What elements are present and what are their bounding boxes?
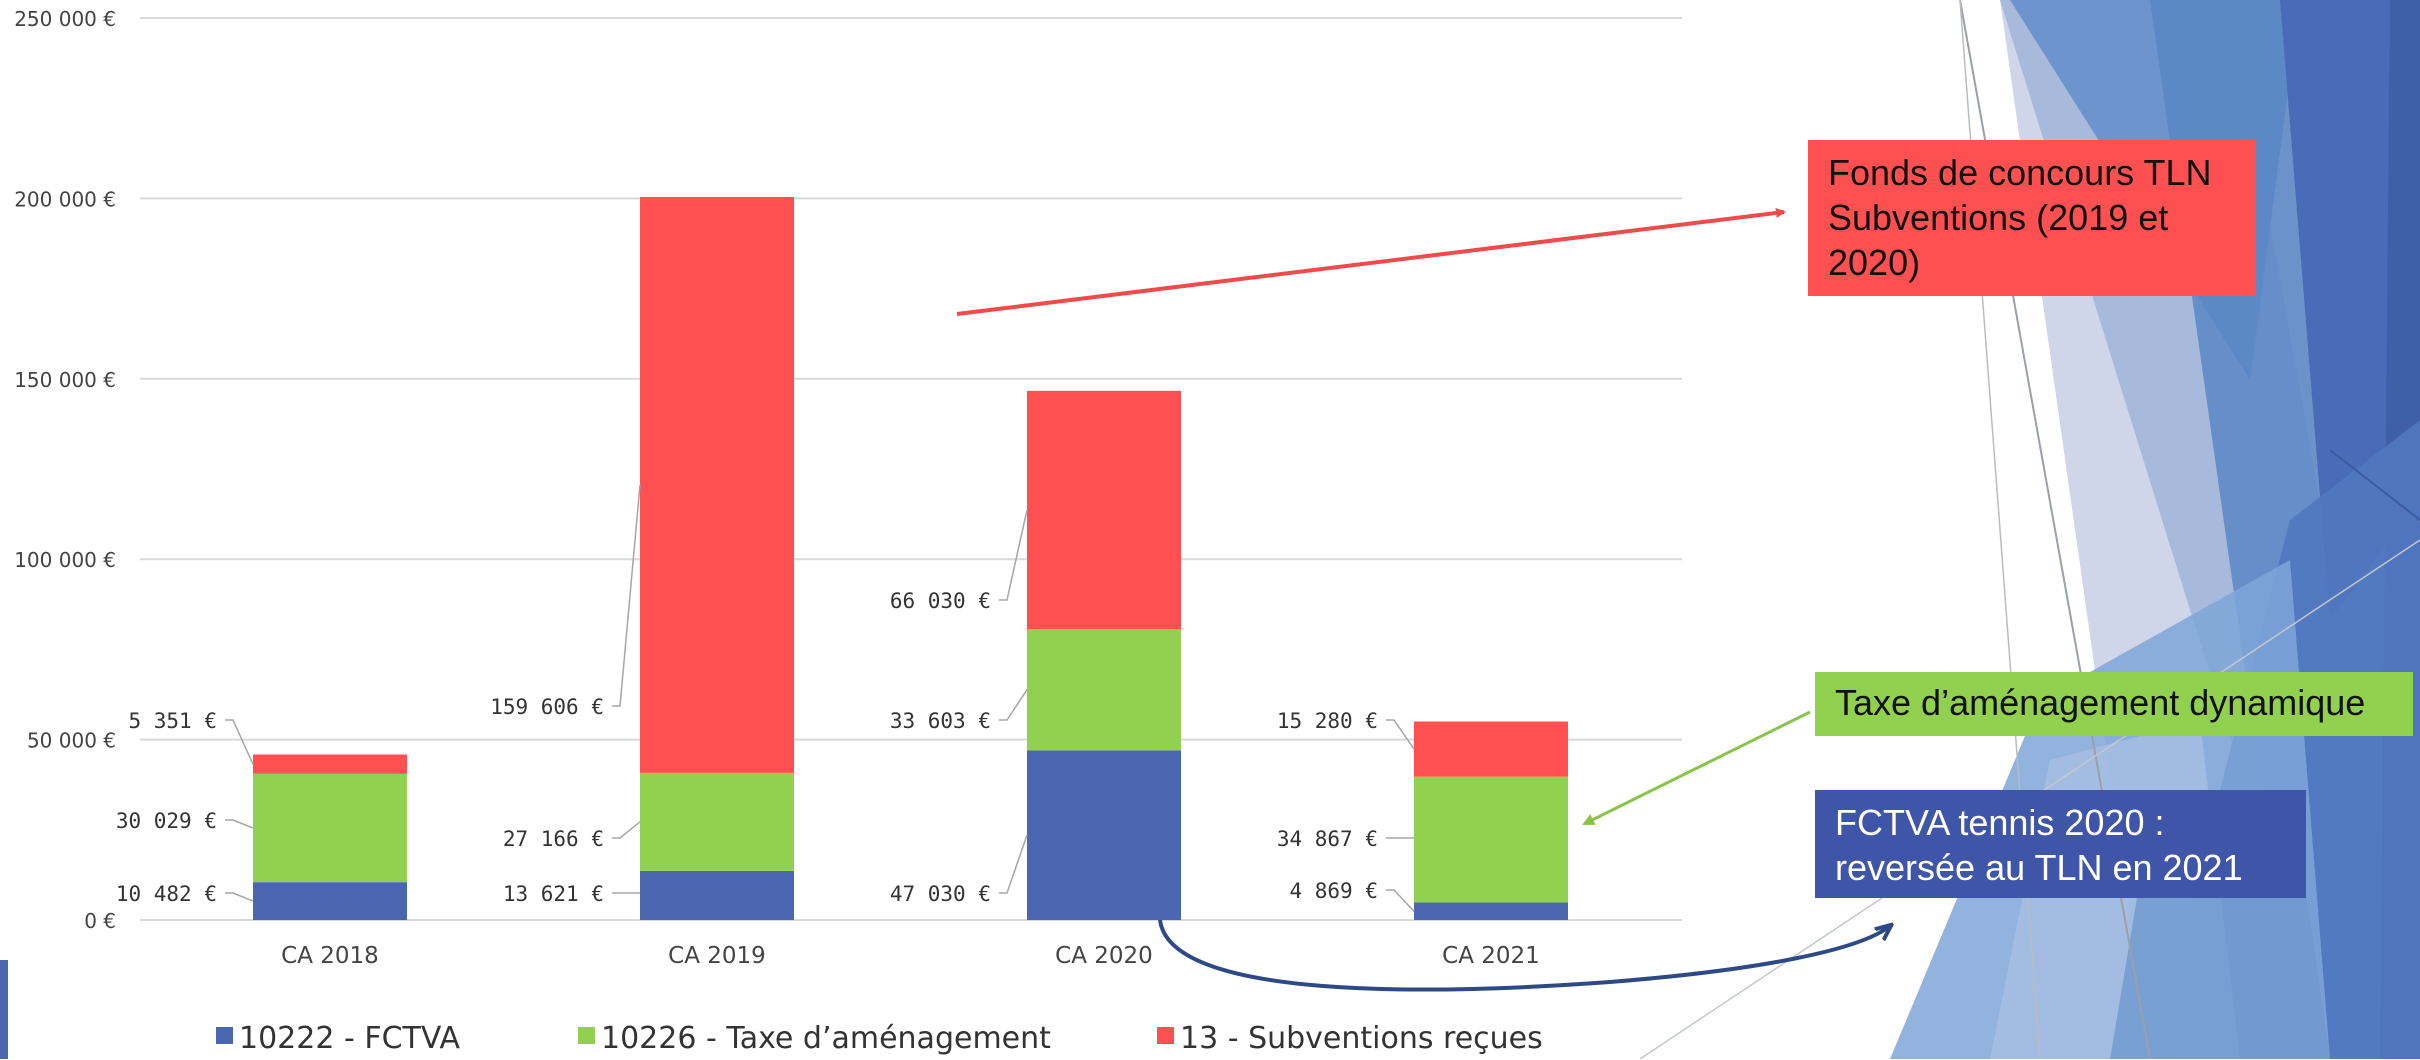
bar-segment-subventions-ca-2018 xyxy=(253,754,407,774)
data-label-fctva-ca-2021: 4 869 € xyxy=(1289,879,1378,903)
data-label-taxe-ca-2020: 33 603 € xyxy=(890,709,991,733)
bar-segment-fctva-ca-2019 xyxy=(640,870,794,920)
x-tick-label-ca-2021: CA 2021 xyxy=(1442,943,1540,969)
bar-segment-subventions-ca-2019 xyxy=(640,196,794,773)
subventions-callout-line-3: 2020) xyxy=(1828,242,1921,283)
data-label-subventions-ca-2019: 159 606 € xyxy=(490,695,604,719)
legend-swatch-subventions xyxy=(1157,1027,1174,1044)
fctva-callout: FCTVA tennis 2020 : reversée au TLN en 2… xyxy=(1815,790,2306,898)
legend-label-taxe: 10226 - Taxe d’aménagement xyxy=(601,1021,1051,1056)
leader-line-subventions-ca-2018 xyxy=(225,719,254,765)
data-label-subventions-ca-2021: 15 280 € xyxy=(1277,709,1378,733)
bar-segment-subventions-ca-2021 xyxy=(1414,721,1568,777)
taxe-arrow xyxy=(1582,710,1811,826)
leader-line-taxe-ca-2019 xyxy=(612,821,641,839)
bars xyxy=(253,196,1568,920)
y-tick-label: 200 000 € xyxy=(14,187,116,211)
stacked-bar-chart: 0 € 50 000 € 100 000 € 150 000 € 200 000 € 25… xyxy=(14,7,1682,969)
leader-line-fctva-ca-2021 xyxy=(1386,889,1415,912)
data-label-taxe-ca-2021: 34 867 € xyxy=(1277,827,1378,851)
y-tick-label: 50 000 € xyxy=(27,729,116,753)
y-axis-tick-labels: 0 € 50 000 € 100 000 € 150 000 € 200 000 € 25… xyxy=(14,7,116,933)
data-label-subventions-ca-2018: 5 351 € xyxy=(128,709,217,733)
leader-line-taxe-ca-2020 xyxy=(999,689,1028,721)
y-tick-label: 250 000 € xyxy=(14,7,116,31)
x-axis-tick-labels: CA 2018 CA 2019 CA 2020 CA 2021 xyxy=(281,943,1540,969)
fctva-callout-line-2: reversée au TLN en 2021 xyxy=(1835,847,2243,888)
bar-segment-subventions-ca-2020 xyxy=(1027,390,1181,630)
data-label-leader-lines xyxy=(225,484,1415,912)
legend-swatch-fctva xyxy=(216,1027,233,1044)
bar-segment-taxe-ca-2021 xyxy=(1414,776,1568,903)
taxe-callout-text: Taxe d’aménagement dynamique xyxy=(1835,682,2366,723)
legend-label-subventions: 13 - Subventions reçues xyxy=(1180,1021,1543,1056)
bar-segment-fctva-ca-2018 xyxy=(253,882,407,920)
fctva-transfer-arrow xyxy=(1158,919,1890,992)
data-label-taxe-ca-2019: 27 166 € xyxy=(503,827,604,851)
data-labels: 10 482 € 30 029 € 5 351 € 13 621 € 27 166 € 1… xyxy=(116,589,1378,906)
subventions-callout-line-2: Subventions (2019 et xyxy=(1828,197,2169,238)
legend-item-taxe: 10226 - Taxe d’aménagement xyxy=(578,1020,1051,1060)
subventions-callout: Fonds de concours TLN Subventions (2019 … xyxy=(1808,140,2256,296)
legend-label-fctva: 10222 - FCTVA xyxy=(239,1021,460,1056)
legend-item-subventions: 13 - Subventions reçues xyxy=(1157,1020,1543,1060)
bar-segment-fctva-ca-2020 xyxy=(1027,750,1181,920)
bar-segment-fctva-ca-2021 xyxy=(1414,902,1568,920)
leader-line-subventions-ca-2019 xyxy=(612,484,641,707)
leader-line-taxe-ca-2018 xyxy=(225,819,254,829)
leader-line-subventions-ca-2020 xyxy=(999,509,1028,601)
bar-segment-taxe-ca-2019 xyxy=(640,772,794,871)
data-label-subventions-ca-2020: 66 030 € xyxy=(890,589,991,613)
leader-line-fctva-ca-2020 xyxy=(999,834,1028,894)
data-label-fctva-ca-2020: 47 030 € xyxy=(890,882,991,906)
y-tick-label: 100 000 € xyxy=(14,548,116,572)
data-label-fctva-ca-2018: 10 482 € xyxy=(116,882,217,906)
data-label-taxe-ca-2018: 30 029 € xyxy=(116,809,217,833)
bar-segment-taxe-ca-2020 xyxy=(1027,629,1181,751)
y-tick-label: 150 000 € xyxy=(14,368,116,392)
leader-line-fctva-ca-2018 xyxy=(225,892,254,902)
legend-swatch-taxe xyxy=(578,1027,595,1044)
x-tick-label-ca-2018: CA 2018 xyxy=(281,943,379,969)
y-tick-label: 0 € xyxy=(84,909,116,933)
bar-segment-taxe-ca-2018 xyxy=(253,773,407,883)
fctva-callout-line-1: FCTVA tennis 2020 : xyxy=(1835,802,2165,843)
leader-line-subventions-ca-2021 xyxy=(1386,719,1415,750)
subventions-callout-line-1: Fonds de concours TLN xyxy=(1828,152,2212,193)
x-tick-label-ca-2020: CA 2020 xyxy=(1055,943,1153,969)
subventions-arrow xyxy=(956,208,1786,316)
x-tick-label-ca-2019: CA 2019 xyxy=(668,943,766,969)
data-label-fctva-ca-2019: 13 621 € xyxy=(503,882,604,906)
taxe-callout: Taxe d’aménagement dynamique xyxy=(1815,672,2413,736)
legend-item-fctva: 10222 - FCTVA xyxy=(216,1020,460,1060)
